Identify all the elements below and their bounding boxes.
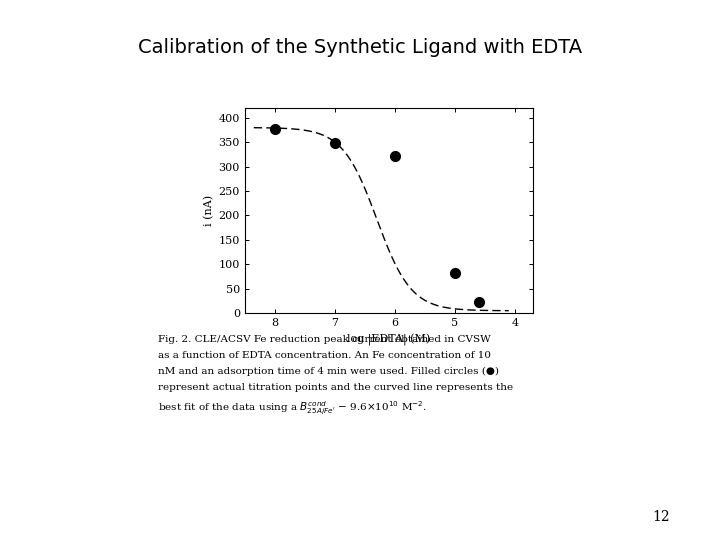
- Text: represent actual titration points and the curved line represents the: represent actual titration points and th…: [158, 383, 513, 393]
- Point: [473, 298, 485, 307]
- Text: nM and an adsorption time of 4 min were used. Filled circles (●): nM and an adsorption time of 4 min were …: [158, 367, 500, 376]
- Point: [449, 268, 461, 277]
- Point: [269, 124, 281, 133]
- Y-axis label: i (nA): i (nA): [204, 195, 215, 226]
- Point: [389, 152, 400, 160]
- Text: Fig. 2. CLE/ACSV Fe reduction peak current obtained in CVSW: Fig. 2. CLE/ACSV Fe reduction peak curre…: [158, 335, 491, 344]
- X-axis label: log |EDTA| (M): log |EDTA| (M): [347, 334, 431, 346]
- Text: as a function of EDTA concentration. An Fe concentration of 10: as a function of EDTA concentration. An …: [158, 351, 491, 360]
- Text: Calibration of the Synthetic Ligand with EDTA: Calibration of the Synthetic Ligand with…: [138, 38, 582, 57]
- Text: 12: 12: [652, 510, 670, 524]
- Text: best fit of the data using a $B_{25A/Fe'}^{cond}$ $-$ 9.6$\times$10$^{10}$ M$^{-: best fit of the data using a $B_{25A/Fe'…: [158, 400, 428, 418]
- Point: [329, 139, 341, 147]
